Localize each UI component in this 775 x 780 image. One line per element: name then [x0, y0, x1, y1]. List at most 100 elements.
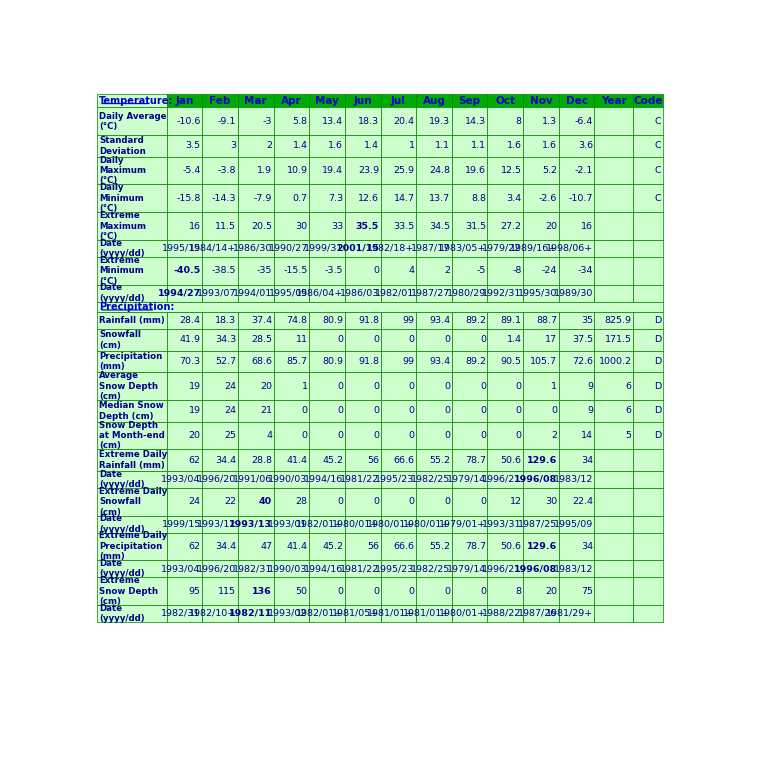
Text: 33.5: 33.5 [394, 222, 415, 231]
Bar [309, 184, 345, 212]
Text: 0: 0 [301, 431, 308, 440]
Text: Standard
Deviation: Standard Deviation [99, 136, 146, 156]
Text: D: D [654, 357, 661, 366]
Text: 22.4: 22.4 [572, 497, 593, 506]
Text: Nov: Nov [529, 95, 553, 105]
Text: 1995/15: 1995/15 [161, 244, 201, 253]
Text: 1995/09: 1995/09 [553, 519, 593, 529]
Bar [381, 560, 416, 577]
Text: 25.9: 25.9 [394, 166, 415, 175]
Bar [559, 400, 594, 422]
Bar [381, 240, 416, 257]
Text: 13.4: 13.4 [322, 117, 343, 126]
Text: 1992/31: 1992/31 [482, 289, 522, 297]
Text: 1988/22: 1988/22 [482, 609, 522, 618]
Text: 78.7: 78.7 [465, 456, 486, 465]
Bar [559, 212, 594, 240]
Bar [594, 372, 633, 400]
Bar [416, 285, 452, 302]
Bar [202, 285, 238, 302]
Bar [238, 351, 274, 372]
Bar [633, 560, 663, 577]
Bar [238, 604, 274, 622]
Text: 56: 56 [367, 456, 379, 465]
Text: 31.5: 31.5 [465, 222, 486, 231]
Text: 62: 62 [189, 456, 201, 465]
Bar [274, 329, 309, 351]
Bar [559, 108, 594, 135]
Text: -24: -24 [542, 266, 557, 275]
Bar [633, 94, 663, 108]
Text: 1980/01+: 1980/01+ [367, 519, 415, 529]
Text: 1984/14+: 1984/14+ [189, 244, 236, 253]
Text: 1980/01+: 1980/01+ [439, 609, 486, 618]
Text: -2.1: -2.1 [574, 166, 593, 175]
Text: 1993/07: 1993/07 [197, 289, 236, 297]
Bar [487, 577, 523, 605]
Bar [559, 157, 594, 184]
Bar [523, 422, 559, 449]
Bar [523, 471, 559, 488]
Text: 25: 25 [225, 431, 236, 440]
Bar [523, 449, 559, 471]
Bar [487, 488, 523, 516]
Text: 27.2: 27.2 [501, 222, 522, 231]
Bar [167, 516, 202, 533]
Text: Date
(yyyy/dd): Date (yyyy/dd) [99, 470, 145, 489]
Text: 28.5: 28.5 [251, 335, 272, 345]
Text: 1987/17: 1987/17 [411, 244, 450, 253]
Text: Date
(yyyy/dd): Date (yyyy/dd) [99, 559, 145, 579]
Bar [202, 471, 238, 488]
Text: 1999/31: 1999/31 [304, 244, 343, 253]
Text: 41.4: 41.4 [287, 542, 308, 551]
Bar [167, 285, 202, 302]
Bar [633, 135, 663, 157]
Bar [345, 329, 381, 351]
Bar [202, 422, 238, 449]
Text: 24.8: 24.8 [429, 166, 450, 175]
Bar [559, 560, 594, 577]
Text: 1994/16: 1994/16 [304, 564, 343, 573]
Text: 1993/04: 1993/04 [161, 475, 201, 484]
Bar [309, 488, 345, 516]
Bar [523, 240, 559, 257]
Bar [559, 372, 594, 400]
Text: 20: 20 [546, 222, 557, 231]
Text: 3.5: 3.5 [185, 141, 201, 151]
Text: Extreme Daily
Snowfall
(cm): Extreme Daily Snowfall (cm) [99, 487, 167, 516]
Text: 3.6: 3.6 [577, 141, 593, 151]
Text: 1986/03: 1986/03 [339, 289, 379, 297]
Text: 2: 2 [266, 141, 272, 151]
Bar [345, 184, 381, 212]
Bar [523, 212, 559, 240]
Bar [559, 604, 594, 622]
Bar [381, 400, 416, 422]
Bar [487, 285, 523, 302]
Text: Average
Snow Depth
(cm): Average Snow Depth (cm) [99, 371, 158, 401]
Text: 10.9: 10.9 [287, 166, 308, 175]
Text: 1982/11: 1982/11 [229, 609, 272, 618]
Bar [309, 135, 345, 157]
Text: 45.2: 45.2 [322, 542, 343, 551]
Text: 24: 24 [225, 406, 236, 415]
Bar [416, 449, 452, 471]
Text: -2.6: -2.6 [539, 193, 557, 203]
Bar [381, 471, 416, 488]
Text: 1979/22: 1979/22 [482, 244, 522, 253]
Text: 1996/21: 1996/21 [482, 564, 522, 573]
Bar [345, 285, 381, 302]
Bar [559, 184, 594, 212]
Bar [274, 516, 309, 533]
Bar [559, 257, 594, 285]
Bar [202, 212, 238, 240]
Bar [202, 372, 238, 400]
Bar [167, 577, 202, 605]
Bar [381, 604, 416, 622]
Text: -7.9: -7.9 [253, 193, 272, 203]
Bar [97, 240, 167, 257]
Text: 1986/04+: 1986/04+ [296, 289, 343, 297]
Bar [523, 488, 559, 516]
Bar [238, 533, 274, 560]
Bar [238, 372, 274, 400]
Text: 41.4: 41.4 [287, 456, 308, 465]
